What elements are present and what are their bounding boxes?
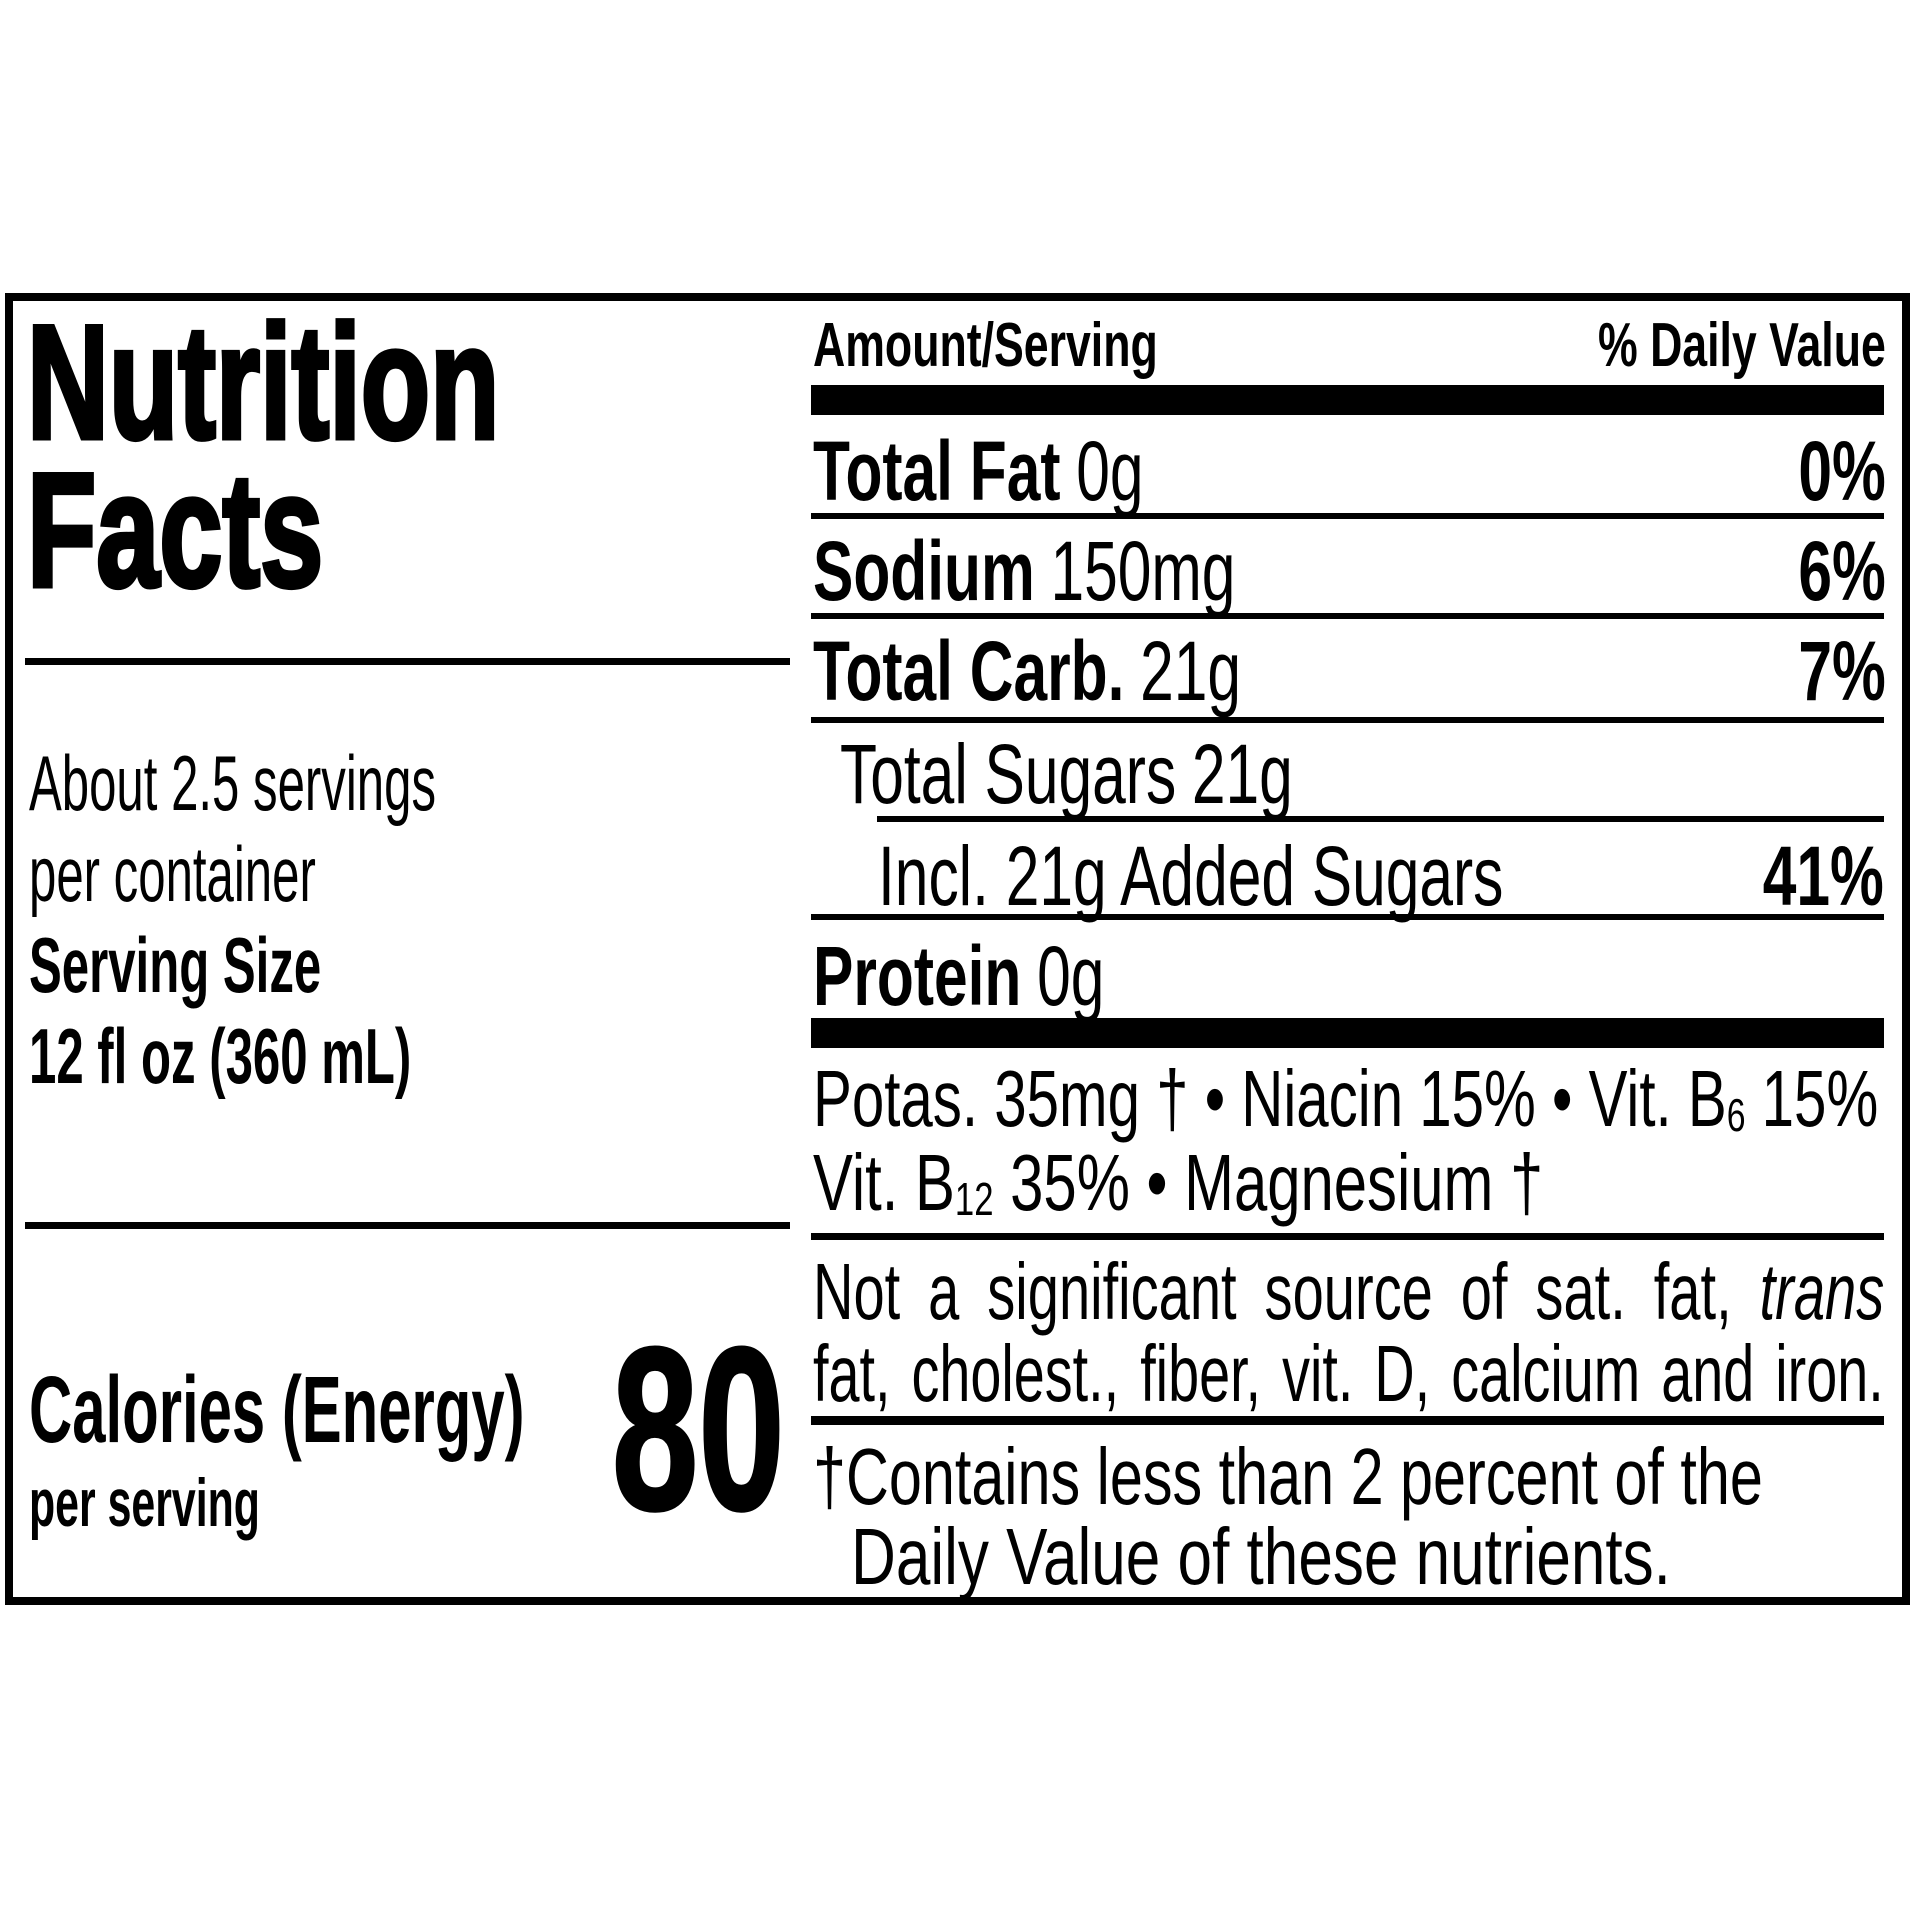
row-divider	[811, 914, 1884, 920]
label-title-line1: Nutrition	[25, 292, 501, 473]
vitamins-line1-value: 15%	[1745, 1054, 1879, 1143]
calories-block: Calories (Energy) per serving	[29, 1358, 525, 1540]
vitamin-b12-subscript: 12	[954, 1172, 994, 1225]
servings-per-container-line1: About 2.5 servings	[29, 739, 437, 827]
serving-size-label: Serving Size	[29, 921, 322, 1009]
not-significant-line2: fat, cholest., fiber, vit. D, calcium an…	[813, 1329, 1884, 1418]
vitamin-b6-subscript: 6	[1726, 1088, 1746, 1141]
vitamins-line1: Potas. 35mg † • Niacin 15% • Vit. B6 15%	[813, 1059, 1878, 1139]
nutrient-amount: 150mg	[1050, 524, 1236, 618]
row-total-carb: Total Carb. 21g 7%	[813, 629, 1886, 713]
label-title-line2: Facts	[25, 440, 325, 621]
row-total-sugars-text: Total Sugars 21g	[840, 732, 1293, 816]
nutrient-name: Total Carb.	[813, 624, 1125, 718]
nutrient-name: Total Sugars	[840, 727, 1177, 821]
dagger-note-line2: Daily Value of these nutrients.	[851, 1512, 1671, 1601]
daily-value-header: % Daily Value	[1597, 311, 1886, 380]
row-divider-indented	[877, 816, 1884, 822]
vitamins-line1-text: Potas. 35mg † • Niacin 15% • Vit. B	[813, 1054, 1727, 1143]
calories-label: Calories (Energy)	[29, 1357, 525, 1463]
nutrient-name: Protein	[813, 929, 1022, 1023]
header-thick-bar	[811, 385, 1884, 415]
daily-value-total-carb: 7%	[1798, 624, 1886, 718]
daily-value-total-fat: 0%	[1798, 424, 1886, 518]
table-header-row: Amount/Serving % Daily Value	[813, 315, 1886, 377]
row-sodium: Sodium 150mg 6%	[813, 529, 1886, 613]
row-total-sugars: Total Sugars 21g	[840, 732, 1884, 816]
calories-value: 80	[611, 1300, 786, 1559]
footnote-divider	[811, 1416, 1884, 1425]
nutrient-amount: 0g	[1037, 929, 1105, 1023]
divider-left-bottom	[25, 1222, 790, 1229]
row-added-sugars: Incl. 21g Added Sugars 41%	[878, 834, 1884, 918]
row-sodium-text: Sodium 150mg	[813, 529, 1235, 613]
nutrient-name: Sodium	[813, 524, 1035, 618]
row-protein: Protein 0g	[813, 934, 1886, 1018]
label-title: Nutrition Facts	[25, 299, 501, 614]
row-total-carb-text: Total Carb. 21g	[813, 629, 1241, 713]
amount-per-serving-header: Amount/Serving	[813, 311, 1158, 380]
servings-per-container-line2: per container	[29, 830, 316, 918]
not-significant-text: Not a significant source of sat. fat,	[813, 1247, 1760, 1336]
daily-value-added-sugars: 41%	[1762, 829, 1884, 923]
row-total-fat-text: Total Fat 0g	[813, 429, 1144, 513]
row-total-fat: Total Fat 0g 0%	[813, 429, 1886, 513]
not-significant-line1: Not a significant source of sat. fat, tr…	[813, 1252, 1884, 1332]
serving-info: About 2.5 servings per container Serving…	[29, 738, 436, 1102]
calories-per-serving-label: per serving	[29, 1465, 260, 1541]
daily-value-sodium: 6%	[1798, 524, 1886, 618]
row-divider	[811, 717, 1884, 723]
divider-left-top	[25, 658, 790, 665]
vitamins-line2-text: Vit. B	[813, 1138, 955, 1227]
trans-italic: trans	[1759, 1247, 1885, 1336]
nutrient-name: Total Fat	[813, 424, 1061, 518]
row-divider	[811, 613, 1884, 619]
row-divider	[811, 513, 1884, 519]
protein-thick-bar	[811, 1018, 1884, 1048]
nutrient-amount: 21g	[1191, 727, 1293, 821]
nutrient-amount: 21g	[1140, 624, 1242, 718]
vitamins-divider	[811, 1233, 1884, 1240]
vitamins-line2: Vit. B12 35% • Magnesium †	[813, 1143, 1543, 1223]
nutrient-name: Incl. 21g Added Sugars	[878, 829, 1504, 923]
vitamins-line2-value: 35% • Magnesium †	[993, 1138, 1544, 1227]
dagger-note-line1: †Contains less than 2 percent of the	[813, 1432, 1763, 1521]
serving-size-value: 12 fl oz (360 mL)	[29, 1012, 412, 1100]
row-protein-text: Protein 0g	[813, 934, 1104, 1018]
nutrition-facts-label: Nutrition Facts About 2.5 servings per co…	[5, 293, 1910, 1605]
nutrient-amount: 0g	[1076, 424, 1144, 518]
